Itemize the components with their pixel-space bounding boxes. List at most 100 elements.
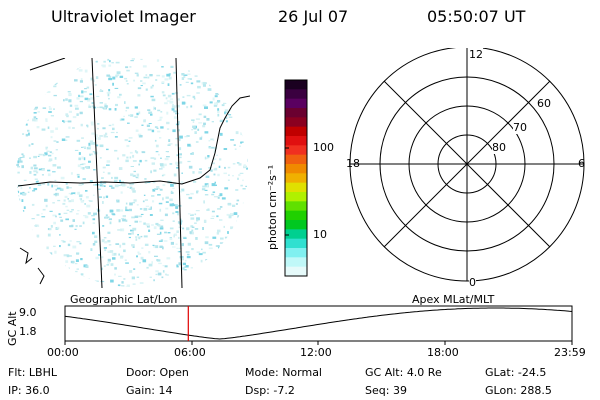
- speckle-dot: [124, 259, 127, 261]
- speckle-dot: [214, 266, 218, 269]
- speckle-dot: [59, 216, 62, 218]
- speckle-dot: [25, 225, 29, 227]
- speckle-dot: [165, 201, 169, 203]
- speckle-dot: [96, 95, 100, 97]
- speckle-dot: [129, 186, 133, 189]
- speckle-dot: [76, 285, 79, 287]
- speckle-dot: [161, 66, 164, 68]
- speckle-dot: [178, 138, 181, 142]
- speckle-dot: [171, 204, 176, 207]
- speckle-dot: [241, 88, 246, 91]
- speckle-dot: [24, 110, 29, 114]
- speckle-dot: [122, 242, 126, 246]
- speckle-dot: [159, 227, 164, 230]
- speckle-dot: [138, 220, 142, 223]
- speckle-dot: [111, 176, 113, 179]
- speckle-dot: [33, 108, 38, 110]
- speckle-dot: [76, 213, 79, 215]
- speckle-dot: [33, 66, 36, 68]
- speckle-dot: [188, 196, 193, 200]
- speckle-dot: [64, 120, 69, 122]
- speckle-dot: [81, 163, 86, 165]
- speckle-dot: [16, 190, 20, 194]
- speckle-dot: [41, 216, 46, 218]
- speckle-dot: [136, 112, 139, 116]
- speckle-dot: [193, 128, 197, 130]
- speckle-dot: [48, 284, 51, 286]
- speckle-dot: [239, 244, 244, 247]
- speckle-dot: [231, 261, 235, 265]
- speckle-dot: [189, 231, 194, 235]
- speckle-dot: [176, 162, 180, 165]
- speckle-dot: [11, 59, 14, 60]
- speckle-dot: [119, 93, 122, 96]
- speckle-dot: [99, 184, 104, 187]
- speckle-dot: [62, 120, 65, 122]
- speckle-dot: [221, 270, 225, 272]
- speckle-dot: [238, 69, 242, 71]
- speckle-dot: [159, 168, 163, 170]
- speckle-dot: [226, 213, 231, 216]
- speckle-dot: [217, 80, 221, 83]
- speckle-dot: [52, 164, 57, 167]
- speckle-dot: [196, 217, 200, 221]
- speckle-dot: [181, 172, 183, 174]
- speckle-dot: [65, 218, 69, 221]
- speckle-dot: [78, 69, 83, 72]
- speckle-dot: [212, 236, 217, 239]
- speckle-dot: [241, 242, 245, 244]
- speckle-dot: [200, 71, 203, 73]
- speckle-dot: [176, 247, 179, 249]
- speckle-dot: [16, 72, 17, 75]
- speckle-dot: [204, 106, 208, 109]
- speckle-dot: [22, 192, 27, 196]
- speckle-dot: [79, 225, 82, 227]
- speckle-dot: [151, 224, 154, 226]
- speckle-dot: [137, 133, 142, 137]
- speckle-dot: [141, 124, 144, 126]
- speckle-dot: [155, 144, 159, 148]
- speckle-dot: [69, 211, 73, 213]
- speckle-dot: [89, 200, 93, 202]
- speckle-dot: [178, 156, 182, 159]
- speckle-dot: [222, 61, 224, 64]
- speckle-dot: [20, 186, 23, 190]
- speckle-dot: [68, 267, 70, 269]
- speckle-dot: [19, 128, 22, 131]
- speckle-dot: [164, 283, 168, 285]
- speckle-dot: [203, 200, 205, 203]
- speckle-dot: [141, 247, 144, 249]
- speckle-dot: [213, 168, 217, 171]
- speckle-dot: [105, 132, 108, 136]
- speckle-dot: [221, 104, 225, 107]
- speckle-dot: [78, 194, 83, 198]
- speckle-dot: [162, 197, 164, 201]
- speckle-dot: [242, 179, 244, 182]
- speckle-dot: [114, 184, 119, 188]
- speckle-dot: [245, 247, 248, 250]
- speckle-dot: [99, 106, 103, 109]
- speckle-dot: [97, 188, 101, 190]
- speckle-dot: [79, 198, 82, 200]
- speckle-dot: [178, 147, 182, 151]
- speckle-dot: [221, 254, 224, 256]
- speckle-dot: [132, 154, 135, 158]
- speckle-dot: [17, 160, 20, 164]
- speckle-dot: [217, 270, 219, 273]
- lon-line: [175, 58, 183, 288]
- speckle-dot: [74, 263, 78, 265]
- speckle-dot: [50, 76, 54, 79]
- speckle-dot: [125, 80, 128, 82]
- speckle-dot: [47, 287, 50, 288]
- info-ip: IP: 36.0: [8, 384, 50, 397]
- speckle-dot: [47, 263, 49, 266]
- speckle-dot: [17, 206, 20, 208]
- speckle-dot: [239, 172, 244, 174]
- speckle-dot: [109, 221, 112, 225]
- speckle-dot: [105, 195, 109, 198]
- speckle-dot: [154, 255, 158, 257]
- speckle-dot: [29, 157, 31, 159]
- speckle-dot: [11, 125, 14, 126]
- colorbar-band: [285, 220, 307, 230]
- speckle-dot: [221, 197, 226, 200]
